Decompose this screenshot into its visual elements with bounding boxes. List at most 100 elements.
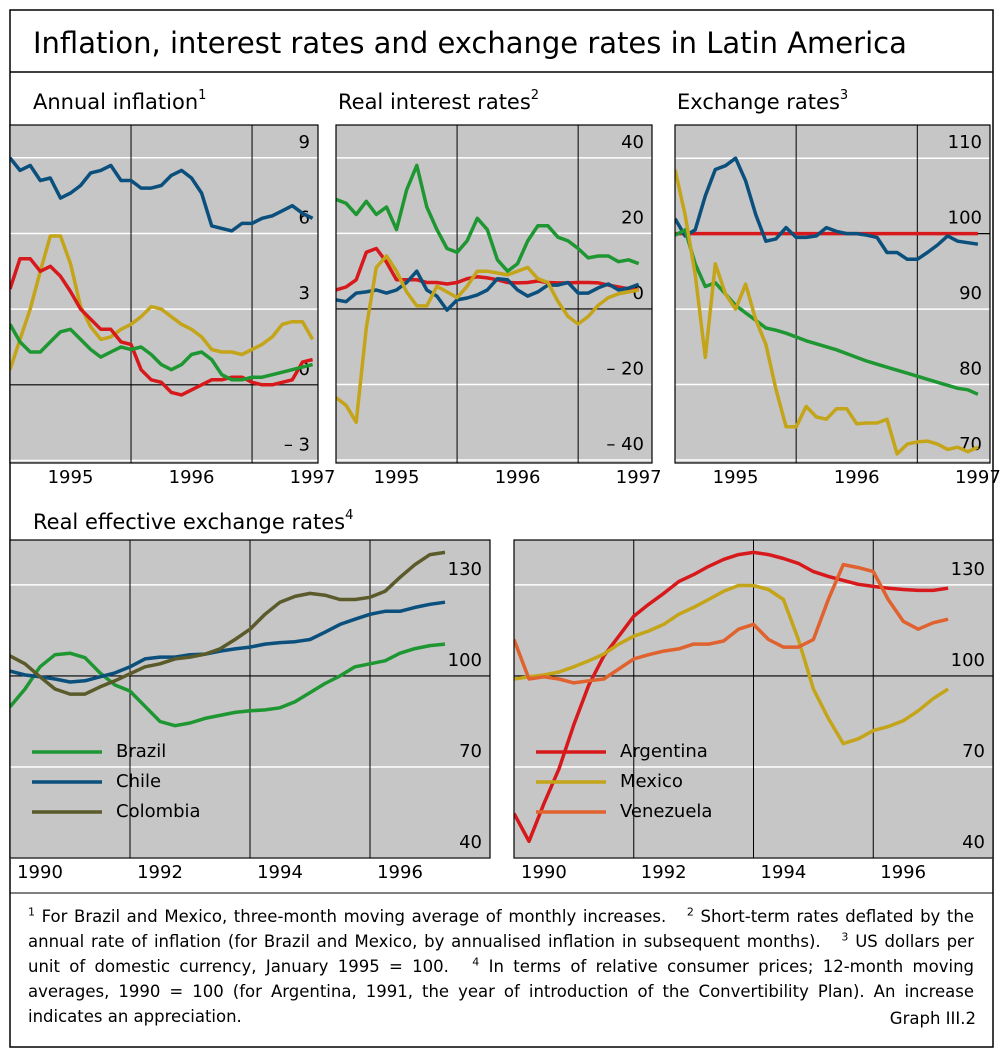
y-tick-label: 3 xyxy=(299,283,310,304)
y-tick-label: 9 xyxy=(299,132,310,153)
plot-area xyxy=(336,125,652,463)
y-tick-label: 0 xyxy=(633,283,644,304)
legend-label: Chile xyxy=(116,771,161,792)
panel-title: Real effective exchange rates4 xyxy=(33,508,353,535)
line-series xyxy=(514,583,950,746)
footnote-text: Short-term rates deflated by the annual … xyxy=(28,907,975,951)
plot-area xyxy=(10,125,318,463)
y-tick-label: – 40 xyxy=(606,434,644,455)
y-tick-label: 0 xyxy=(299,359,310,380)
x-tick-label: 1994 xyxy=(761,862,807,883)
x-tick-label: 1995 xyxy=(48,467,94,488)
series-group xyxy=(10,156,315,397)
y-tick-label: – 20 xyxy=(606,358,644,379)
line-series xyxy=(336,246,639,292)
panel-title: Exchange rates3 xyxy=(677,88,848,115)
legend-label: Colombia xyxy=(116,801,201,822)
line-series xyxy=(10,600,446,684)
title-note: 3 xyxy=(840,88,848,103)
graph-label: Graph III.2 xyxy=(889,1009,976,1028)
panel-title: Annual inflation1 xyxy=(33,88,206,115)
y-tick-label: 100 xyxy=(448,650,482,671)
series-group xyxy=(675,156,979,456)
panel-title-text: Real interest rates xyxy=(338,90,531,114)
panel-title-text: Annual inflation xyxy=(33,90,198,114)
line-series xyxy=(10,156,314,233)
x-tick-label: 1996 xyxy=(495,467,541,488)
plot-border xyxy=(513,539,994,859)
footnote-mark: 1 xyxy=(28,905,35,919)
y-tick-label: 100 xyxy=(951,650,985,671)
line-series xyxy=(10,550,446,696)
line-series xyxy=(10,323,314,382)
y-tick-label: 110 xyxy=(948,132,982,153)
x-tick-label: 1997 xyxy=(955,467,1001,488)
plot-border xyxy=(9,124,319,464)
legend-label: Mexico xyxy=(620,771,683,792)
panel-title-text: Exchange rates xyxy=(677,90,840,114)
y-tick-label: 80 xyxy=(959,359,982,380)
x-tick-label: 1996 xyxy=(880,862,926,883)
panel-title-text: Real effective exchange rates xyxy=(33,510,345,534)
plot-border xyxy=(674,124,991,464)
y-tick-label: – 3 xyxy=(284,434,310,455)
x-tick-label: 1992 xyxy=(641,862,687,883)
line-series xyxy=(10,234,315,371)
x-tick-label: 1997 xyxy=(290,467,336,488)
footnotes: 1 For Brazil and Mexico, three-month mov… xyxy=(28,904,974,1029)
legend-label: Argentina xyxy=(620,741,708,762)
footnote-text: US dollars per unit of domestic currency… xyxy=(28,932,974,976)
legend-label: Brazil xyxy=(116,741,166,762)
y-tick-label: 6 xyxy=(299,207,310,228)
figure-title: Inflation, interest rates and exchange r… xyxy=(33,26,907,60)
plot-border xyxy=(335,124,653,464)
line-series xyxy=(10,642,446,728)
x-tick-label: 1994 xyxy=(257,862,303,883)
line-series xyxy=(336,254,640,424)
footnote: 3 US dollars per unit of domestic curren… xyxy=(28,930,974,977)
plot-border xyxy=(9,539,491,859)
line-series xyxy=(675,169,979,456)
y-tick-label: 40 xyxy=(621,132,644,153)
x-tick-label: 1996 xyxy=(834,467,880,488)
footnote-mark: 2 xyxy=(686,905,694,919)
y-tick-label: 40 xyxy=(962,832,985,853)
line-series xyxy=(336,269,640,312)
series-group xyxy=(514,550,950,844)
footnote-mark: 3 xyxy=(841,930,849,944)
footnote-mark: 4 xyxy=(472,955,480,969)
series-group xyxy=(10,550,446,728)
title-note: 2 xyxy=(531,88,539,103)
panel-title: Real interest rates2 xyxy=(338,88,539,115)
footnote: 4 In terms of relative consumer prices; … xyxy=(28,955,974,1027)
y-tick-label: 20 xyxy=(621,207,644,228)
x-tick-label: 1997 xyxy=(616,467,662,488)
y-tick-label: 90 xyxy=(959,283,982,304)
x-tick-label: 1996 xyxy=(169,467,215,488)
line-series xyxy=(10,256,314,397)
x-tick-label: 1990 xyxy=(17,862,63,883)
y-tick-label: 70 xyxy=(962,741,985,762)
y-tick-label: 40 xyxy=(459,832,482,853)
x-tick-label: 1995 xyxy=(374,467,420,488)
x-tick-label: 1995 xyxy=(713,467,759,488)
footnote-text: In terms of relative consumer prices; 12… xyxy=(28,957,974,1026)
frame xyxy=(9,9,994,1048)
title-note: 4 xyxy=(345,508,353,523)
y-tick-label: 70 xyxy=(459,741,482,762)
line-series xyxy=(336,163,640,273)
x-tick-label: 1990 xyxy=(521,862,567,883)
x-tick-label: 1992 xyxy=(137,862,183,883)
title-note: 1 xyxy=(198,88,206,103)
y-tick-label: 130 xyxy=(951,559,985,580)
footnote: 2 Short-term rates deflated by the annua… xyxy=(28,905,975,952)
series-group xyxy=(336,163,640,424)
x-tick-label: 1996 xyxy=(377,862,423,883)
line-series xyxy=(514,562,949,685)
line-series xyxy=(675,156,979,262)
y-tick-label: 100 xyxy=(948,208,982,229)
legend-label: Venezuela xyxy=(620,801,712,822)
footnote-text: For Brazil and Mexico, three-month movin… xyxy=(41,907,667,926)
